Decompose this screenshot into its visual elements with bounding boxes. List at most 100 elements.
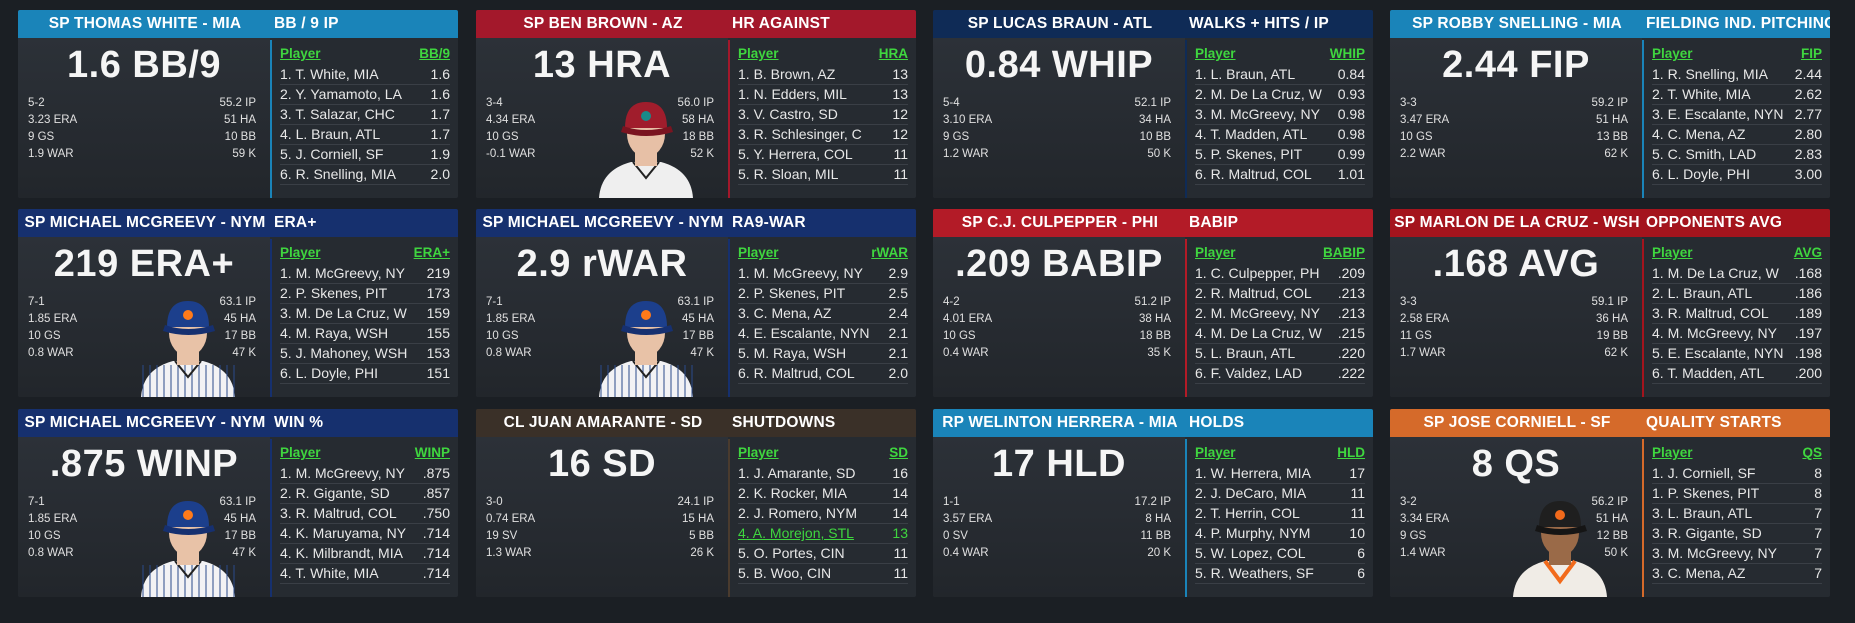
col-player-header[interactable]: Player [738,445,779,460]
table-row[interactable]: 1. C. Culpepper, PH .209 [1195,264,1365,284]
table-row[interactable]: 2. J. Romero, NYM 14 [738,504,908,524]
player-name[interactable]: SP ROBBY SNELLING - MIA [1412,15,1622,32]
table-row[interactable]: 4. T. Madden, ATL 0.98 [1195,125,1365,145]
table-row[interactable]: 6. R. Snelling, MIA 2.0 [280,165,450,185]
table-row[interactable]: 1. M. De La Cruz, W .168 [1652,264,1822,284]
table-row[interactable]: 3. M. McGreevy, NY 0.98 [1195,105,1365,125]
table-row[interactable]: 5. J. Mahoney, WSH 153 [280,344,450,364]
table-row[interactable]: 6. F. Valdez, LAD .222 [1195,364,1365,384]
player-name[interactable]: SP THOMAS WHITE - MIA [48,15,242,32]
leader-card[interactable]: SP C.J. CULPEPPER - PHI BABIP .209 BABIP 4-… [933,209,1373,397]
table-row[interactable]: 4. L. Braun, ATL 1.7 [280,125,450,145]
player-name[interactable]: SP LUCAS BRAUN - ATL [967,15,1153,32]
player-name[interactable]: CL JUAN AMARANTE - SD [503,414,703,431]
player-name[interactable]: RP WELINTON HERRERA - MIA [942,414,1178,431]
table-row[interactable]: 1. P. Skenes, PIT 8 [1652,484,1822,504]
table-row[interactable]: 2. J. DeCaro, MIA 11 [1195,484,1365,504]
table-row[interactable]: 4. K. Milbrandt, MIA .714 [280,544,450,564]
table-row[interactable]: 2. M. McGreevy, NY .213 [1195,304,1365,324]
player-name[interactable]: SP MICHAEL MCGREEVY - NYM [24,414,266,431]
table-row[interactable]: 1. T. White, MIA 1.6 [280,65,450,85]
table-row[interactable]: 5. B. Woo, CIN 11 [738,564,908,584]
leader-card[interactable]: SP MARLON DE LA CRUZ - WSH OPPONENTS AVG.… [1390,209,1830,397]
table-row[interactable]: 2. R. Gigante, SD .857 [280,484,450,504]
table-row[interactable]: 4. C. Mena, AZ 2.80 [1652,125,1822,145]
col-stat-header[interactable]: rWAR [871,245,908,260]
col-stat-header[interactable]: WHIP [1329,46,1365,61]
table-row[interactable]: 1. M. McGreevy, NY .875 [280,464,450,484]
table-row[interactable]: 4. E. Escalante, NYN 2.1 [738,324,908,344]
table-row[interactable]: 3. R. Maltrud, COL .750 [280,504,450,524]
table-row[interactable]: 3. C. Mena, AZ 7 [1652,564,1822,584]
table-row[interactable]: 5. R. Weathers, SF 6 [1195,564,1365,584]
col-stat-header[interactable]: FIP [1800,46,1822,61]
table-row[interactable]: 3. C. Mena, AZ 2.4 [738,304,908,324]
table-row[interactable]: 2. Y. Yamamoto, LA 1.6 [280,85,450,105]
table-row[interactable]: 3. R. Gigante, SD 7 [1652,524,1822,544]
player-name[interactable]: SP MARLON DE LA CRUZ - WSH [1394,214,1640,231]
col-player-header[interactable]: Player [280,445,321,460]
table-row[interactable]: 4. P. Murphy, NYM 10 [1195,524,1365,544]
table-row[interactable]: 5. P. Skenes, PIT 0.99 [1195,145,1365,165]
table-row[interactable]: 2. P. Skenes, PIT 173 [280,284,450,304]
table-row[interactable]: 5. W. Lopez, COL 6 [1195,544,1365,564]
player-name[interactable]: SP BEN BROWN - AZ [523,15,683,32]
table-row[interactable]: 2. K. Rocker, MIA 14 [738,484,908,504]
leader-card[interactable]: SP LUCAS BRAUN - ATL WALKS + HITS / IP 0.8… [933,10,1373,198]
table-row[interactable]: 5. O. Portes, CIN 11 [738,544,908,564]
player-name[interactable]: SP MICHAEL MCGREEVY - NYM [24,214,266,231]
table-row[interactable]: 1. J. Amarante, SD 16 [738,464,908,484]
table-row[interactable]: 4. M. Raya, WSH 155 [280,324,450,344]
leader-card[interactable]: CL JUAN AMARANTE - SD SHUTDOWNS 16 SD 3-0 0.… [476,409,916,597]
leader-card[interactable]: SP MICHAEL MCGREEVY - NYM RA9-WAR 2.9 rWAR… [476,209,916,397]
table-row[interactable]: 5. L. Braun, ATL .220 [1195,344,1365,364]
table-row[interactable]: 6. L. Doyle, PHI 3.00 [1652,165,1822,185]
table-row[interactable]: 4. A. Morejon, STL 13 [738,524,908,544]
leader-card[interactable]: SP JOSE CORNIELL - SF QUALITY STARTS 8 QS 3… [1390,409,1830,597]
leader-card[interactable]: RP WELINTON HERRERA - MIA HOLDS 17 HLD 1-1 3… [933,409,1373,597]
player-name[interactable]: SP JOSE CORNIELL - SF [1423,414,1611,431]
col-player-header[interactable]: Player [1195,245,1236,260]
table-row[interactable]: 4. M. McGreevy, NY .197 [1652,324,1822,344]
leader-card[interactable]: SP BEN BROWN - AZ HR AGAINST 13 HRA 3-4 4.34… [476,10,916,198]
table-row[interactable]: 1. N. Edders, MIL 13 [738,85,908,105]
col-player-header[interactable]: Player [1652,445,1693,460]
table-row[interactable]: 5. C. Smith, LAD 2.83 [1652,145,1822,165]
col-player-header[interactable]: Player [1195,46,1236,61]
player-name[interactable]: SP C.J. CULPEPPER - PHI [961,214,1159,231]
table-row[interactable]: 6. L. Doyle, PHI 151 [280,364,450,384]
col-stat-header[interactable]: BB/9 [419,46,450,61]
col-stat-header[interactable]: SD [889,445,908,460]
table-row[interactable]: 3. T. Salazar, CHC 1.7 [280,105,450,125]
player-name[interactable]: SP MICHAEL MCGREEVY - NYM [482,214,724,231]
table-row[interactable]: 5. R. Sloan, MIL 11 [738,165,908,185]
table-row[interactable]: 1. M. McGreevy, NY 2.9 [738,264,908,284]
leader-name[interactable]: 4. A. Morejon, STL [738,525,854,541]
table-row[interactable]: 6. R. Maltrud, COL 2.0 [738,364,908,384]
col-stat-header[interactable]: WINP [414,445,450,460]
table-row[interactable]: 1. W. Herrera, MIA 17 [1195,464,1365,484]
col-player-header[interactable]: Player [738,245,779,260]
col-player-header[interactable]: Player [738,46,779,61]
table-row[interactable]: 3. E. Escalante, NYN 2.77 [1652,105,1822,125]
table-row[interactable]: 2. M. De La Cruz, W 0.93 [1195,85,1365,105]
table-row[interactable]: 3. R. Schlesinger, C 12 [738,125,908,145]
col-stat-header[interactable]: HLD [1337,445,1365,460]
leader-card[interactable]: SP ROBBY SNELLING - MIA FIELDING IND. PIT… [1390,10,1830,198]
col-stat-header[interactable]: QS [1802,445,1822,460]
leader-card[interactable]: SP THOMAS WHITE - MIA BB / 9 IP 1.6 BB/9 5-… [18,10,458,198]
col-stat-header[interactable]: AVG [1793,245,1822,260]
col-player-header[interactable]: Player [1195,445,1236,460]
table-row[interactable]: 3. R. Maltrud, COL .189 [1652,304,1822,324]
table-row[interactable]: 6. R. Maltrud, COL 1.01 [1195,165,1365,185]
table-row[interactable]: 3. V. Castro, SD 12 [738,105,908,125]
table-row[interactable]: 4. M. De La Cruz, W .215 [1195,324,1365,344]
col-stat-header[interactable]: HRA [878,46,908,61]
table-row[interactable]: 2. R. Maltrud, COL .213 [1195,284,1365,304]
table-row[interactable]: 1. M. McGreevy, NY 219 [280,264,450,284]
leader-card[interactable]: SP MICHAEL MCGREEVY - NYM ERA+ 219 ERA+ 7-1… [18,209,458,397]
col-player-header[interactable]: Player [1652,245,1693,260]
leader-card[interactable]: SP MICHAEL MCGREEVY - NYM WIN % .875 WINP 7… [18,409,458,597]
table-row[interactable]: 1. J. Corniell, SF 8 [1652,464,1822,484]
table-row[interactable]: 4. T. White, MIA .714 [280,564,450,584]
